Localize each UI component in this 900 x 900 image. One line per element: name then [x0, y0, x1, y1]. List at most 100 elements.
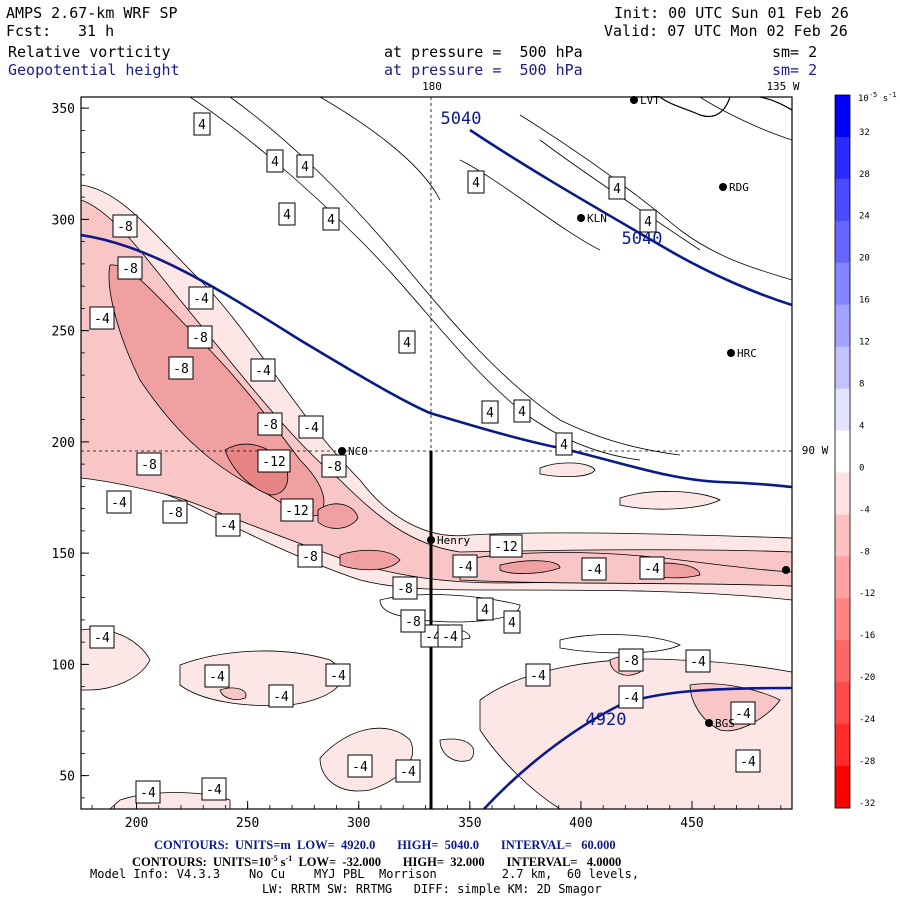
lon-135w-label: 135 W — [766, 80, 799, 93]
vorticity-label: -4 — [94, 312, 110, 327]
x-tick-label: 250 — [236, 816, 259, 831]
vorticity-label-box — [481, 400, 499, 424]
vorticity-label-box — [400, 609, 426, 633]
vorticity-label-box — [735, 749, 761, 773]
vorticity-label: 4 — [613, 182, 621, 197]
vorticity-label-box — [325, 663, 351, 687]
forecast-hour: 31 h — [78, 22, 115, 40]
vorticity-label: -4 — [400, 765, 416, 780]
vorticity-label: -8 — [302, 550, 318, 565]
vorticity-label: -4 — [735, 707, 751, 722]
vorticity-label-box — [618, 648, 644, 672]
x-tick-label: 350 — [458, 816, 481, 831]
vorticity-label: -8 — [117, 220, 133, 235]
vorticity-label-box — [297, 544, 323, 568]
height-contour-label: 4920 — [586, 710, 627, 730]
vorticity-label: 4 — [560, 438, 568, 453]
vorticity-label: -8 — [141, 458, 157, 473]
x-tick-label: 400 — [569, 816, 592, 831]
vorticity-label: 4 — [198, 118, 206, 133]
field2-pressure: at pressure = 500 hPa — [384, 61, 583, 79]
vorticity-label: -4 — [644, 562, 660, 577]
y-tick-label: 200 — [52, 436, 75, 451]
y-tick-label: 100 — [52, 658, 75, 673]
vorticity-label: -12 — [262, 455, 285, 470]
colorbar-tick-label: 20 — [859, 254, 870, 264]
x-tick-label: 300 — [347, 816, 370, 831]
vorticity-label: -8 — [405, 615, 421, 630]
lat-90w-label: 90 W — [802, 444, 829, 457]
vorticity-label-box — [187, 325, 213, 349]
station-dot — [338, 447, 346, 455]
colorbar-tick-label: 4 — [859, 421, 864, 431]
vorticity-label-box — [555, 432, 573, 456]
vorticity-label-box — [193, 112, 211, 136]
colorbar-swatch — [835, 430, 850, 473]
vorticity-label: -8 — [623, 654, 639, 669]
station-dot — [427, 536, 435, 544]
vorticity-label: -12 — [494, 540, 517, 555]
vorticity-label-box — [685, 649, 711, 673]
vorticity-contour-info: CONTOURS: UNITS=10-5 s-1 LOW= -32.000 HI… — [132, 854, 622, 870]
vorticity-label-box — [278, 202, 296, 226]
field1-name: Relative vorticity — [8, 43, 171, 61]
vorticity-label: 4 — [283, 208, 291, 223]
colorbar-swatch — [835, 556, 850, 599]
coastline — [659, 97, 792, 118]
vorticity-label: -4 — [690, 655, 706, 670]
colorbar-tick-label: -32 — [859, 799, 875, 809]
station-dot — [577, 214, 585, 222]
vorticity-label: 4 — [472, 176, 480, 191]
vorticity-label-box — [117, 256, 143, 280]
station-dot — [719, 183, 727, 191]
vorticity-label: 4 — [481, 603, 489, 618]
height-contour-label: 5040 — [622, 229, 663, 249]
vorticity-label: -8 — [167, 506, 183, 521]
vorticity-label: -4 — [586, 563, 602, 578]
model-title: AMPS 2.67-km WRF SP — [6, 4, 178, 22]
vorticity-label-box — [266, 149, 284, 173]
station-label: KLN — [587, 212, 607, 225]
vorticity-label: -4 — [220, 519, 236, 534]
colorbar-tick-label: -16 — [859, 631, 875, 641]
vorticity-label: -4 — [94, 631, 110, 646]
y-tick-label: 150 — [52, 547, 75, 562]
vorticity-label: -8 — [397, 582, 413, 597]
vorticity-label-box — [467, 170, 485, 194]
vorticity-label-box — [280, 498, 314, 522]
field2-smoothing: sm= 2 — [772, 61, 818, 79]
station-dot — [630, 96, 638, 104]
vorticity-label-box — [452, 554, 478, 578]
vorticity-label-box — [503, 610, 521, 634]
vorticity-label-box — [257, 449, 291, 473]
vorticity-label-box — [489, 534, 523, 558]
colorbar-tick-label: 8 — [859, 379, 864, 389]
vorticity-label-box — [215, 513, 241, 537]
vorticity-label-box — [476, 597, 494, 621]
vorticity-label: -4 — [352, 760, 368, 775]
colorbar-swatch — [835, 136, 850, 180]
vorticity-label: -4 — [530, 669, 546, 684]
colorbar-swatch — [835, 766, 850, 809]
y-tick-label: 50 — [59, 770, 75, 785]
forecast-label: Fcst: — [6, 22, 52, 40]
colorbar-swatch — [835, 178, 850, 222]
colorbar-swatch — [835, 388, 850, 432]
colorbar-tick-label: -8 — [859, 547, 870, 557]
colorbar-swatch — [835, 640, 850, 683]
colorbar-tick-label: 0 — [859, 463, 864, 473]
vorticity-label-box — [398, 330, 416, 354]
vorticity-label: 4 — [271, 155, 279, 170]
vorticity-label: -8 — [262, 418, 278, 433]
y-tick-label: 350 — [52, 102, 75, 117]
station-markers: LVT RDG KLN HRC NCO Henry BGS — [338, 94, 790, 730]
plot-area — [81, 97, 792, 809]
x-axis: 200 250 300 350 400 450 — [91, 801, 782, 831]
vorticity-label: -4 — [255, 364, 271, 379]
vorticity-label-box — [162, 500, 188, 524]
vorticity-label: -4 — [209, 670, 225, 685]
lon-180-label: 180 — [422, 80, 442, 93]
colorbar-tick-label: -24 — [859, 715, 875, 725]
